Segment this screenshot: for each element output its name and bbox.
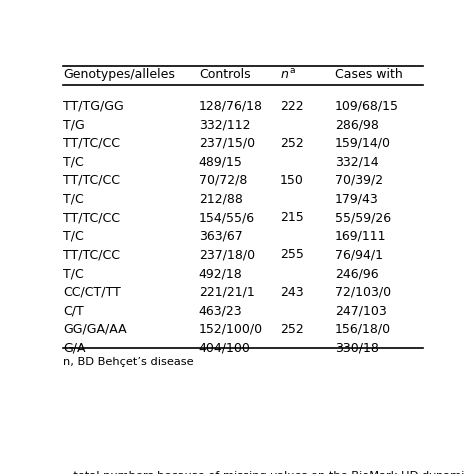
Text: TT/TC/CC: TT/TC/CC (63, 137, 120, 150)
Text: 489/15: 489/15 (199, 155, 243, 168)
Text: 492/18: 492/18 (199, 267, 243, 280)
Text: $n$: $n$ (280, 68, 289, 81)
Text: • total numbers because of missing values on the BioMark HD dynami: • total numbers because of missing value… (63, 471, 465, 474)
Text: 215: 215 (280, 211, 303, 224)
Text: 246/96: 246/96 (335, 267, 378, 280)
Text: 237/18/0: 237/18/0 (199, 248, 255, 262)
Text: 404/100: 404/100 (199, 341, 251, 355)
Text: 152/100/0: 152/100/0 (199, 323, 263, 336)
Text: 255: 255 (280, 248, 303, 262)
Text: n, BD Behçet’s disease: n, BD Behçet’s disease (63, 357, 193, 367)
Text: TT/TC/CC: TT/TC/CC (63, 248, 120, 262)
Text: T/C: T/C (63, 267, 84, 280)
Text: 212/88: 212/88 (199, 192, 243, 206)
Text: Cases with: Cases with (335, 68, 402, 81)
Text: C/T: C/T (63, 304, 84, 317)
Text: 243: 243 (280, 286, 303, 299)
Text: 252: 252 (280, 137, 303, 150)
Text: 332/14: 332/14 (335, 155, 378, 168)
Text: 169/111: 169/111 (335, 230, 386, 243)
Text: 363/67: 363/67 (199, 230, 243, 243)
Text: 55/59/26: 55/59/26 (335, 211, 391, 224)
Text: 76/94/1: 76/94/1 (335, 248, 383, 262)
Text: 222: 222 (280, 100, 303, 112)
Text: Controls: Controls (199, 68, 250, 81)
Text: 332/112: 332/112 (199, 118, 250, 131)
Text: 463/23: 463/23 (199, 304, 243, 317)
Text: 72/103/0: 72/103/0 (335, 286, 391, 299)
Text: 221/21/1: 221/21/1 (199, 286, 255, 299)
Text: 150: 150 (280, 174, 303, 187)
Text: a: a (290, 66, 295, 75)
Text: 156/18/0: 156/18/0 (335, 323, 391, 336)
Text: 286/98: 286/98 (335, 118, 379, 131)
Text: 128/76/18: 128/76/18 (199, 100, 263, 112)
Text: 247/103: 247/103 (335, 304, 386, 317)
Text: 252: 252 (280, 323, 303, 336)
Text: CC/CT/TT: CC/CT/TT (63, 286, 121, 299)
Text: 70/72/8: 70/72/8 (199, 174, 247, 187)
Text: TT/TC/CC: TT/TC/CC (63, 174, 120, 187)
Text: 159/14/0: 159/14/0 (335, 137, 391, 150)
Text: TT/TC/CC: TT/TC/CC (63, 211, 120, 224)
Text: 154/55/6: 154/55/6 (199, 211, 255, 224)
Text: 179/43: 179/43 (335, 192, 379, 206)
Text: TT/TG/GG: TT/TG/GG (63, 100, 124, 112)
Text: GG/GA/AA: GG/GA/AA (63, 323, 127, 336)
Text: Genotypes/alleles: Genotypes/alleles (63, 68, 175, 81)
Text: 237/15/0: 237/15/0 (199, 137, 255, 150)
Text: T/G: T/G (63, 118, 85, 131)
Text: T/C: T/C (63, 230, 84, 243)
Text: 330/18: 330/18 (335, 341, 379, 355)
Text: T/C: T/C (63, 155, 84, 168)
Text: T/C: T/C (63, 192, 84, 206)
Text: 70/39/2: 70/39/2 (335, 174, 383, 187)
Text: G/A: G/A (63, 341, 85, 355)
Text: 109/68/15: 109/68/15 (335, 100, 399, 112)
